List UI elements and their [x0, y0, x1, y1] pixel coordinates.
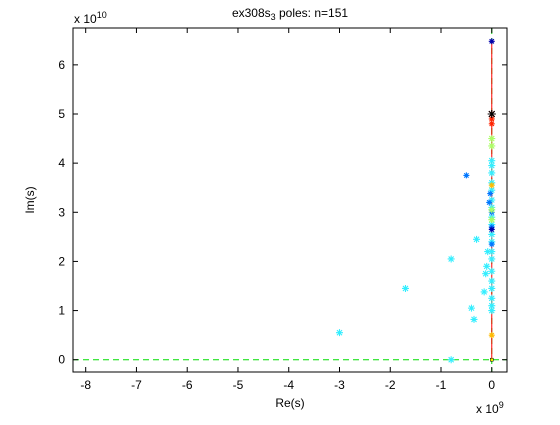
- tick-marks: [73, 28, 507, 372]
- pole-marker: [335, 329, 343, 337]
- pole-marker: [447, 255, 455, 263]
- pole-marker: [488, 294, 496, 302]
- y-axis-multiplier: x 1010: [74, 10, 107, 26]
- pole-marker: [488, 332, 495, 339]
- pole-marker: [463, 172, 470, 179]
- pole-marker: [488, 307, 496, 315]
- pole-marker: [488, 277, 496, 285]
- pole-marker: [488, 182, 495, 189]
- axes-box: [72, 27, 508, 373]
- y-tick-label: 6: [58, 58, 65, 72]
- pole-marker: [482, 270, 490, 278]
- x-tick-label: -6: [182, 378, 193, 392]
- pole-marker: [488, 196, 496, 204]
- pole-marker: [483, 262, 491, 270]
- pole-marker: [488, 216, 496, 224]
- y-tick-label: 4: [58, 156, 65, 170]
- pole-marker: [488, 157, 496, 165]
- x-tick-label: -4: [283, 378, 294, 392]
- pole-marker: [480, 288, 488, 296]
- x-axis-label: Re(s): [275, 396, 304, 410]
- pole-marker: [488, 226, 495, 233]
- y-tick-labels: 0 1 2 3 4 5 6: [58, 58, 65, 367]
- x-tick-labels: -8 -7 -6 -5 -4 -3 -2 -1 0: [80, 378, 495, 392]
- pole-marker: [484, 248, 492, 256]
- x-tick-label: -7: [131, 378, 142, 392]
- pole-marker: [488, 142, 496, 150]
- x-tick-label: -3: [334, 378, 345, 392]
- pole-marker: [488, 255, 496, 263]
- x-axis-multiplier: x 109: [476, 400, 504, 416]
- pole-marker: [488, 241, 495, 248]
- y-tick-label: 0: [58, 353, 65, 367]
- pole-marker: [488, 248, 496, 256]
- pole-marker: [488, 230, 496, 238]
- y-tick-label: 3: [58, 205, 65, 219]
- pole-marker: [488, 206, 496, 214]
- pole-marker: [488, 186, 496, 194]
- x-tick-label: 0: [488, 378, 495, 392]
- pole-marker: [488, 120, 495, 127]
- pole-marker: [488, 135, 496, 143]
- pole-marker: [467, 304, 475, 312]
- y-tick-label: 5: [58, 107, 65, 121]
- pole-marker: [401, 284, 409, 292]
- reference-lines: [73, 28, 507, 372]
- pole-marker: [488, 115, 495, 122]
- pole-marker: [447, 356, 455, 364]
- chart-title: ex308s3 poles: n=151: [232, 6, 348, 22]
- y-tick-label: 2: [58, 254, 65, 268]
- pole-marker: [488, 169, 496, 177]
- x-tick-label: -1: [436, 378, 447, 392]
- y-axis-label: Im(s): [23, 186, 37, 213]
- pole-marker: [488, 267, 496, 275]
- y-tick-label: 1: [58, 304, 65, 318]
- pole-marker: [488, 162, 496, 170]
- pole-marker: [488, 284, 496, 292]
- pole-marker: [487, 190, 494, 197]
- pole-marker: [487, 110, 496, 118]
- pole-markers: [335, 38, 496, 364]
- pole-marker: [490, 357, 494, 362]
- pole-marker: [470, 315, 478, 323]
- pole-marker: [488, 38, 495, 45]
- pole-marker: [488, 302, 496, 310]
- pole-marker: [486, 199, 493, 206]
- x-tick-label: -5: [233, 378, 244, 392]
- x-tick-label: -8: [80, 378, 91, 392]
- x-tick-label: -2: [385, 378, 396, 392]
- pole-marker: [473, 235, 481, 243]
